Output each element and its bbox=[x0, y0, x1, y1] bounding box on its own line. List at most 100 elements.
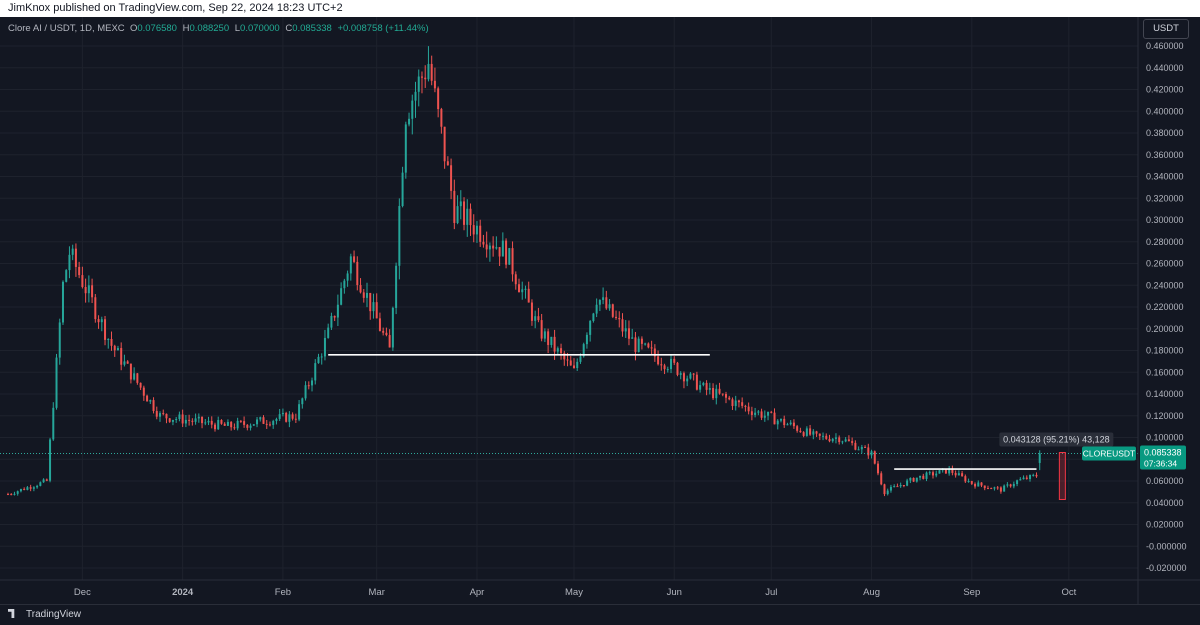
candle-body bbox=[378, 318, 381, 331]
candle-body bbox=[362, 292, 365, 298]
candle-body bbox=[1012, 484, 1015, 487]
price-chart[interactable]: 0.043128 (95.21%) 43,128 0.460000 0.44000… bbox=[0, 17, 1200, 604]
candle-body bbox=[382, 330, 385, 333]
candle-body bbox=[860, 446, 863, 450]
tradingview-logo-icon bbox=[8, 609, 15, 618]
candle-body bbox=[365, 292, 369, 298]
candle-body bbox=[702, 382, 705, 386]
candle-body bbox=[802, 432, 805, 436]
candle-body bbox=[1035, 474, 1038, 477]
candle-body bbox=[750, 411, 753, 415]
candle-body bbox=[359, 285, 362, 293]
y-tick-label: 0.440000 bbox=[1146, 63, 1184, 73]
candle-body bbox=[262, 417, 265, 424]
y-tick-label: 0.060000 bbox=[1146, 476, 1184, 486]
candle-body bbox=[721, 393, 724, 395]
candle-body bbox=[796, 426, 799, 431]
candle-body bbox=[469, 208, 472, 226]
candle-body bbox=[197, 416, 200, 419]
candle-body bbox=[695, 374, 698, 390]
currency-selector-button[interactable]: USDT bbox=[1143, 19, 1189, 39]
candle-body bbox=[598, 299, 601, 305]
candle-body bbox=[369, 292, 372, 312]
candle-body bbox=[246, 424, 249, 428]
candle-body bbox=[847, 439, 850, 442]
candle-body bbox=[1029, 474, 1032, 479]
candle-body bbox=[320, 356, 323, 358]
candle-body bbox=[569, 360, 572, 366]
candle-body bbox=[446, 161, 449, 166]
candle-body bbox=[42, 479, 45, 483]
candle-body bbox=[572, 365, 575, 368]
candle-body bbox=[851, 441, 854, 443]
candle-body bbox=[175, 418, 178, 420]
candle-body bbox=[627, 328, 630, 339]
candle-body bbox=[32, 487, 35, 489]
time-axis[interactable]: Dec 2024 Feb Mar Apr May Jun Jul Aug Sep Oct bbox=[0, 579, 1200, 598]
candle-body bbox=[540, 320, 543, 339]
x-tick-label: May bbox=[565, 587, 583, 598]
candle-body bbox=[314, 363, 317, 381]
candle-body bbox=[408, 118, 411, 125]
candle-body bbox=[864, 446, 867, 448]
x-tick-label: Mar bbox=[369, 587, 385, 598]
y-tick-label: 0.420000 bbox=[1146, 85, 1184, 95]
candle-body bbox=[550, 336, 553, 345]
candle-body bbox=[928, 472, 931, 474]
candle-body bbox=[776, 420, 779, 425]
candle-body bbox=[155, 410, 158, 417]
chart-area[interactable]: 0.043128 (95.21%) 43,128 0.460000 0.44000… bbox=[0, 17, 1200, 604]
close-label: C bbox=[285, 23, 293, 34]
candle-body bbox=[767, 411, 770, 416]
candle-body bbox=[336, 304, 339, 318]
candle-body bbox=[931, 472, 934, 476]
candle-body bbox=[498, 247, 501, 257]
candle-body bbox=[744, 405, 747, 407]
candle-body bbox=[49, 439, 52, 481]
candle-body bbox=[957, 473, 960, 476]
open-label: O bbox=[129, 23, 138, 34]
tradingview-logo[interactable]: TradingView bbox=[8, 609, 81, 620]
candle-body bbox=[999, 487, 1002, 492]
candle-body bbox=[294, 418, 297, 420]
candle-body bbox=[993, 487, 996, 489]
candle-body bbox=[877, 463, 880, 474]
symbol-title[interactable]: Clore AI / USDT, 1D, MEXC bbox=[8, 23, 125, 34]
candle-body bbox=[505, 240, 508, 265]
candle-body bbox=[19, 488, 22, 492]
candle-body bbox=[967, 481, 970, 483]
candle-body bbox=[621, 319, 624, 332]
candle-body bbox=[712, 387, 715, 399]
candle-body bbox=[39, 482, 42, 486]
candle-body bbox=[430, 63, 433, 81]
candle-body bbox=[822, 435, 825, 437]
candle-body bbox=[10, 494, 13, 496]
candle-body bbox=[220, 420, 223, 424]
drawing-layer[interactable]: 0.043128 (95.21%) 43,128 bbox=[0, 354, 1138, 500]
candle-body bbox=[456, 206, 459, 223]
y-tick-label: 0.140000 bbox=[1146, 389, 1184, 399]
candle-body bbox=[1022, 477, 1025, 480]
candle-body bbox=[100, 319, 103, 323]
candle-body bbox=[26, 487, 29, 490]
candle-body bbox=[275, 418, 278, 422]
candle-body bbox=[420, 76, 423, 78]
change-value: +0.008758 (+11.44%) bbox=[337, 23, 429, 34]
candle-body bbox=[159, 413, 162, 417]
candle-body bbox=[980, 482, 983, 486]
candle-body bbox=[136, 373, 139, 383]
candle-body bbox=[417, 76, 420, 92]
candle-body bbox=[977, 482, 980, 487]
candle-body bbox=[754, 412, 757, 415]
candle-body bbox=[741, 402, 744, 406]
candle-body bbox=[521, 289, 524, 293]
candle-body bbox=[537, 316, 540, 321]
candle-body bbox=[81, 275, 84, 288]
candle-body bbox=[547, 331, 550, 345]
x-tick-label: Aug bbox=[863, 587, 880, 598]
candle-body bbox=[896, 486, 899, 488]
candle-body bbox=[414, 91, 417, 101]
candle-body bbox=[883, 484, 886, 495]
candle-body bbox=[1032, 474, 1035, 476]
candle-body bbox=[427, 63, 430, 80]
